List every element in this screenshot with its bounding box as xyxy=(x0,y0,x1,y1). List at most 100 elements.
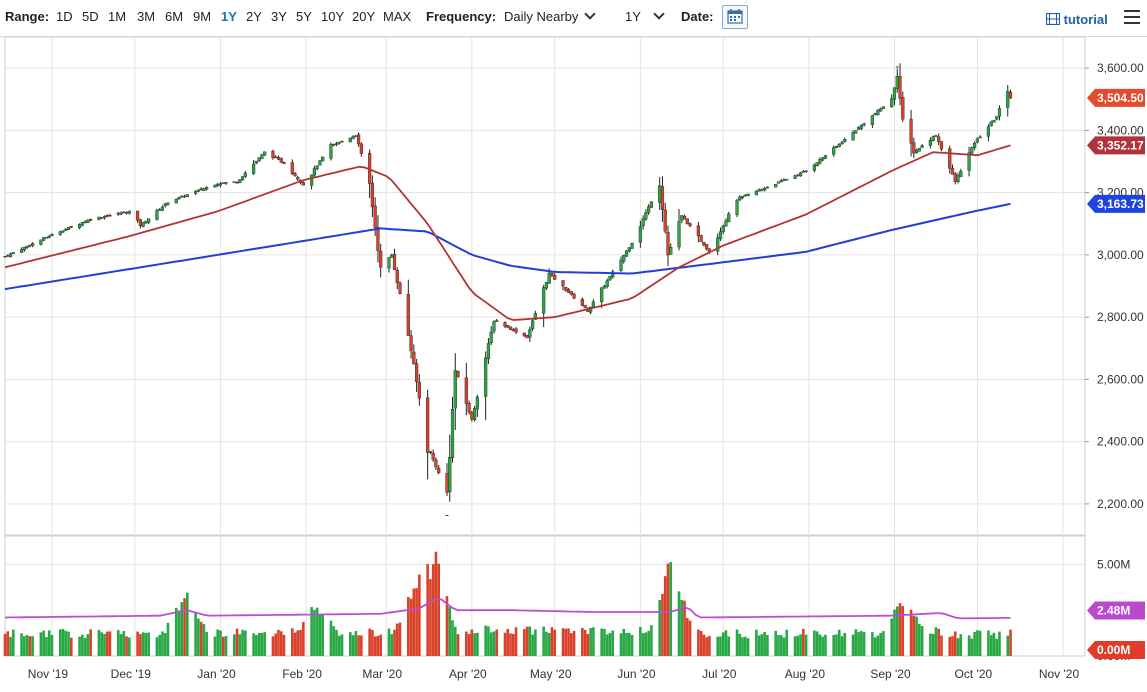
volume-bar xyxy=(332,626,336,656)
volume-bar xyxy=(299,629,302,656)
volume-bar xyxy=(23,636,26,656)
y-tick-label: 2,800.00 xyxy=(1097,310,1144,324)
range-button-9m[interactable]: 9M xyxy=(193,9,212,24)
volume-bar xyxy=(644,632,648,656)
volume-bar xyxy=(757,635,761,656)
range-button-3m[interactable]: 3M xyxy=(137,9,156,24)
candle-body xyxy=(608,275,612,281)
volume-bar xyxy=(255,635,258,656)
candle-body xyxy=(812,164,816,171)
volume-bar xyxy=(821,636,824,656)
volume-bar xyxy=(293,632,297,656)
candle-body xyxy=(19,249,24,253)
candle-body xyxy=(8,253,13,258)
volume-bar xyxy=(895,606,899,656)
volume-bar xyxy=(871,632,874,656)
volume-bar xyxy=(100,632,103,656)
candle-body xyxy=(782,179,786,182)
candle-body xyxy=(939,141,944,150)
candle-body xyxy=(66,227,71,230)
date-label: Date: xyxy=(681,9,714,24)
candle-body xyxy=(837,143,841,147)
candle-body xyxy=(801,171,805,173)
volume-bar xyxy=(445,596,449,656)
candle-body xyxy=(630,242,634,249)
volume-bar xyxy=(677,591,681,656)
volume-bar xyxy=(959,634,963,656)
candle-body xyxy=(205,187,209,190)
volume-bar xyxy=(818,634,822,656)
candle-body xyxy=(260,154,264,159)
volume-bar xyxy=(136,631,139,656)
candle-body xyxy=(359,143,363,154)
candle-body xyxy=(660,186,665,210)
candle-body xyxy=(484,357,488,397)
candle-body xyxy=(492,321,496,332)
period-select[interactable]: 1Y xyxy=(625,8,665,25)
volume-bar xyxy=(931,633,935,656)
volume-bar xyxy=(989,635,993,656)
hamburger-menu-button[interactable] xyxy=(1124,10,1140,24)
volume-bar xyxy=(379,634,382,656)
range-button-5y[interactable]: 5Y xyxy=(296,9,312,24)
volume-bar xyxy=(918,623,921,656)
candle-body xyxy=(475,396,479,410)
volume-bar xyxy=(851,634,855,656)
candle-body xyxy=(743,194,747,196)
candle-body xyxy=(395,269,399,283)
date-picker-button[interactable] xyxy=(722,5,748,29)
volume-bar xyxy=(393,629,396,656)
range-button-3y[interactable]: 3Y xyxy=(271,9,287,24)
candle-body xyxy=(909,118,913,144)
candle-body xyxy=(434,459,438,468)
volume-bar xyxy=(407,597,410,656)
range-button-5d[interactable]: 5D xyxy=(82,9,99,24)
x-tick-label: Dec '19 xyxy=(111,667,152,681)
tutorial-link[interactable]: tutorial xyxy=(1045,12,1108,27)
volume-bar xyxy=(81,634,84,656)
x-tick-label: Jul '20 xyxy=(702,667,737,681)
candle-body xyxy=(243,172,247,177)
candle-body xyxy=(995,116,999,120)
candle-body xyxy=(978,136,982,139)
volume-bar xyxy=(290,628,294,656)
range-button-6m[interactable]: 6M xyxy=(165,9,184,24)
candle-body xyxy=(702,241,706,246)
candle-body xyxy=(666,231,670,256)
candle-body xyxy=(252,163,256,174)
candle-body xyxy=(511,329,515,331)
volume-bar xyxy=(139,633,142,656)
frequency-select[interactable]: Daily Nearby xyxy=(504,8,597,25)
ma-slow-badge-label: 3,163.73 xyxy=(1097,197,1144,211)
range-button-1d[interactable]: 1D xyxy=(56,9,73,24)
range-button-10y[interactable]: 10Y xyxy=(321,9,345,24)
range-button-2y[interactable]: 2Y xyxy=(246,9,262,24)
volume-bar xyxy=(67,631,70,656)
volume-bars xyxy=(3,551,1012,656)
volume-bar xyxy=(956,638,960,656)
candle-body xyxy=(834,146,839,148)
candle-body xyxy=(818,159,822,164)
range-button-20y[interactable]: 20Y xyxy=(352,9,376,24)
candle-body xyxy=(948,148,952,169)
candle-body xyxy=(448,457,452,493)
volume-bar xyxy=(20,633,23,656)
volume-bar xyxy=(387,628,391,656)
candle-body xyxy=(843,139,847,143)
candle-body xyxy=(917,148,921,152)
candle-body xyxy=(414,363,419,383)
volume-bar xyxy=(205,631,208,656)
candle-body xyxy=(746,193,750,197)
volume-bar xyxy=(567,628,570,656)
volume-bar xyxy=(279,631,283,656)
range-button-1m[interactable]: 1M xyxy=(108,9,127,24)
candle-body xyxy=(290,162,294,174)
volume-bar xyxy=(448,606,452,656)
range-button-max[interactable]: MAX xyxy=(383,9,412,24)
volume-bar xyxy=(854,629,858,656)
range-button-1y[interactable]: 1Y xyxy=(221,9,237,24)
volume-bar xyxy=(581,627,584,656)
candle-body xyxy=(337,141,341,144)
candle-body xyxy=(315,165,319,170)
volume-bar xyxy=(470,629,474,656)
